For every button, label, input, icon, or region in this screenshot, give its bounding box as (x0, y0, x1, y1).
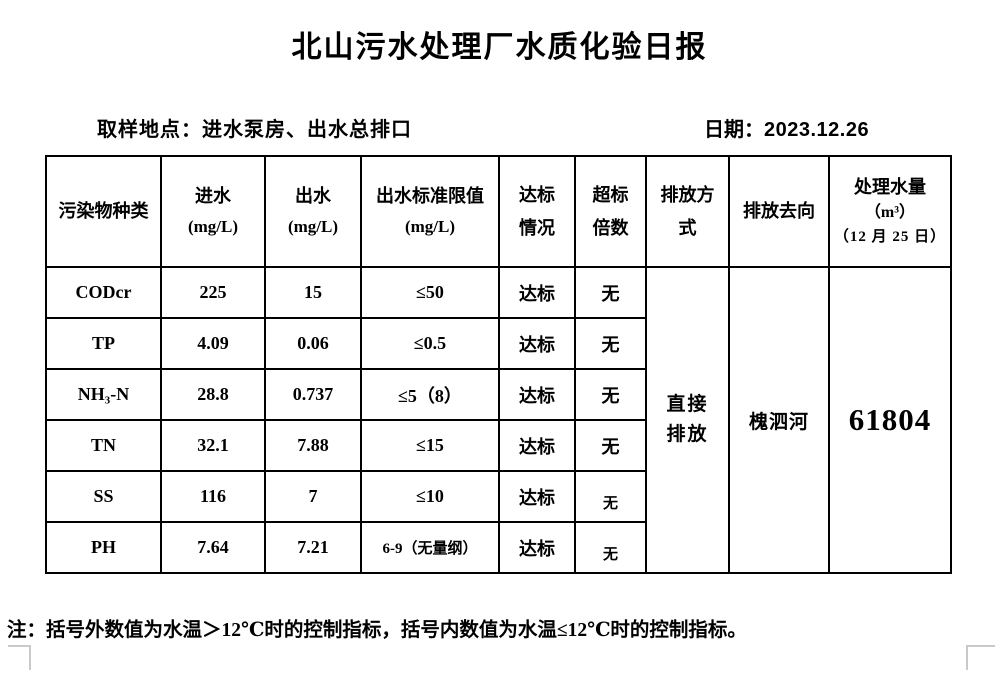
pollutant-name: SS (45, 470, 162, 523)
header-effluent: 出水 (mg/L) (264, 155, 362, 268)
table-row-nh3n: NH₃-N 28.8 0.737 ≤5（8） 达标 无 (45, 368, 951, 421)
compliance-status: 达标 (498, 521, 576, 574)
table-row-tn: TN 32.1 7.88 ≤15 达标 无 (45, 419, 951, 472)
pollutant-name: TN (45, 419, 162, 472)
effluent-value: 7 (264, 470, 362, 523)
page-margin-corner-left (8, 645, 31, 670)
discharge-destination-cell: 槐泗河 (728, 266, 830, 574)
date-value: 2023.12.26 (764, 119, 870, 141)
effluent-value: 7.88 (264, 419, 362, 472)
exceed-multiple: 无 (574, 470, 647, 523)
table-row-ss: SS 116 7 ≤10 达标 无 (45, 470, 951, 523)
effluent-value: 7.21 (264, 521, 362, 574)
limit-value: ≤0.5 (360, 317, 500, 370)
influent-value: 116 (160, 470, 266, 523)
header-limit: 出水标准限值 (mg/L) (360, 155, 500, 268)
influent-value: 7.64 (160, 521, 266, 574)
influent-value: 225 (160, 266, 266, 319)
pollutant-name: NH₃-N (45, 368, 162, 421)
exceed-multiple: 无 (574, 317, 647, 370)
pollutant-name: TP (45, 317, 162, 370)
treated-volume-cell: 61804 (828, 266, 952, 574)
table-row-codcr: CODcr 225 15 ≤50 达标 无 直接 排放 槐泗河 61804 (45, 266, 952, 574)
effluent-value: 0.06 (264, 317, 362, 370)
limit-value: ≤5（8） (360, 368, 500, 421)
header-row: 污染物种类 进水 (mg/L) 出水 (mg/L) 出水标准限值 (mg/L) … (45, 155, 952, 268)
influent-value: 28.8 (160, 368, 266, 421)
exceed-multiple: 无 (574, 521, 647, 574)
pollutant-name: CODcr (45, 266, 162, 319)
compliance-status: 达标 (498, 419, 576, 472)
exceed-multiple: 无 (574, 266, 647, 319)
exceed-multiple: 无 (574, 419, 647, 472)
page-title: 北山污水处理厂水质化验日报 (291, 31, 708, 64)
compliance-status: 达标 (498, 470, 576, 523)
limit-value: ≤15 (360, 419, 500, 472)
limit-value: ≤10 (360, 470, 500, 523)
effluent-value: 0.737 (264, 368, 362, 421)
water-quality-table: 污染物种类 进水 (mg/L) 出水 (mg/L) 出水标准限值 (mg/L) … (45, 155, 952, 574)
header-discharge-destination: 排放去向 (728, 155, 830, 268)
header-discharge-mode: 排放方 式 (645, 155, 730, 268)
compliance-status: 达标 (498, 317, 576, 370)
table-row-tp: TP 4.09 0.06 ≤0.5 达标 无 (45, 317, 951, 370)
report-date: 日期：2023.12.26 (704, 113, 869, 142)
limit-value: 6-9（无量纲） (360, 521, 500, 574)
page-margin-corner-right (966, 645, 995, 670)
effluent-value: 15 (264, 266, 362, 319)
influent-value: 32.1 (160, 419, 266, 472)
influent-value: 4.09 (160, 317, 266, 370)
date-label: 日期： (704, 119, 764, 141)
header-pollutant: 污染物种类 (45, 155, 162, 268)
header-compliance: 达标 情况 (498, 155, 576, 268)
header-treated-volume: 处理水量 （m³） （12 月 25 日） (828, 155, 952, 268)
header-influent: 进水 (mg/L) (160, 155, 266, 268)
sampling-location: 取样地点：进水泵房、出水总排口 (97, 119, 412, 141)
pollutant-name: PH (45, 521, 162, 574)
compliance-status: 达标 (498, 266, 576, 319)
discharge-mode-cell: 直接 排放 (645, 266, 730, 574)
limit-value: ≤50 (360, 266, 500, 319)
table-row-ph: PH 7.64 7.21 6-9（无量纲） 达标 无 (45, 521, 951, 574)
header-exceed-multiple: 超标 倍数 (574, 155, 647, 268)
exceed-multiple: 无 (574, 368, 647, 421)
compliance-status: 达标 (498, 368, 576, 421)
footnote: 注：括号外数值为水温＞12℃时的控制指标，括号内数值为水温≤12℃时的控制指标。 (7, 620, 747, 641)
